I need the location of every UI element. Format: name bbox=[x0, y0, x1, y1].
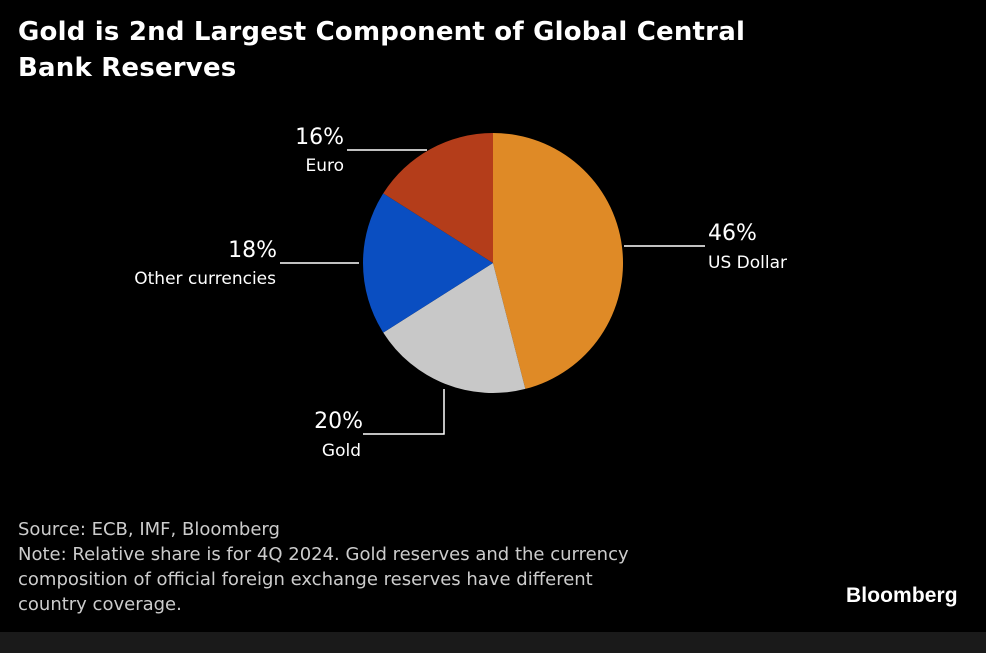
source-note: Source: ECB, IMF, Bloomberg bbox=[18, 519, 280, 540]
pie-slice-us-dollar bbox=[493, 132, 624, 389]
pie-slice-other-currencies bbox=[363, 193, 493, 333]
leader-line-gold bbox=[363, 389, 445, 435]
bottom-strip bbox=[0, 632, 986, 653]
note-line-3: country coverage. bbox=[18, 594, 182, 615]
value-label-other-currencies: 18% bbox=[228, 238, 277, 263]
chart-footer: Source: ECB, IMF, Bloomberg Note: Relati… bbox=[18, 517, 778, 617]
note-line-1: Note: Relative share is for 4Q 2024. Gol… bbox=[18, 544, 629, 565]
pie-chart: 46% US Dollar 20% Gold 18% Other currencies 16… bbox=[134, 125, 787, 461]
pie-slice-euro bbox=[383, 133, 493, 263]
category-label-other-currencies: Other currencies bbox=[134, 269, 276, 289]
pie-slices bbox=[363, 132, 624, 394]
pie-slice-gold bbox=[383, 263, 526, 394]
bloomberg-logo: Bloomberg bbox=[846, 584, 958, 607]
value-label-gold: 20% bbox=[314, 409, 363, 434]
chart-container: Gold is 2nd Largest Component of Global … bbox=[18, 17, 958, 617]
value-label-euro: 16% bbox=[295, 125, 344, 150]
value-label-us-dollar: 46% bbox=[708, 221, 757, 246]
category-label-gold: Gold bbox=[322, 441, 361, 461]
note-line-2: composition of official foreign exchange… bbox=[18, 569, 593, 590]
category-label-us-dollar: US Dollar bbox=[708, 253, 787, 273]
chart-title: Gold is 2nd Largest Component of Global … bbox=[18, 17, 746, 83]
category-label-euro: Euro bbox=[305, 156, 344, 176]
pie-labels: 46% US Dollar 20% Gold 18% Other currencies 16… bbox=[134, 125, 787, 461]
